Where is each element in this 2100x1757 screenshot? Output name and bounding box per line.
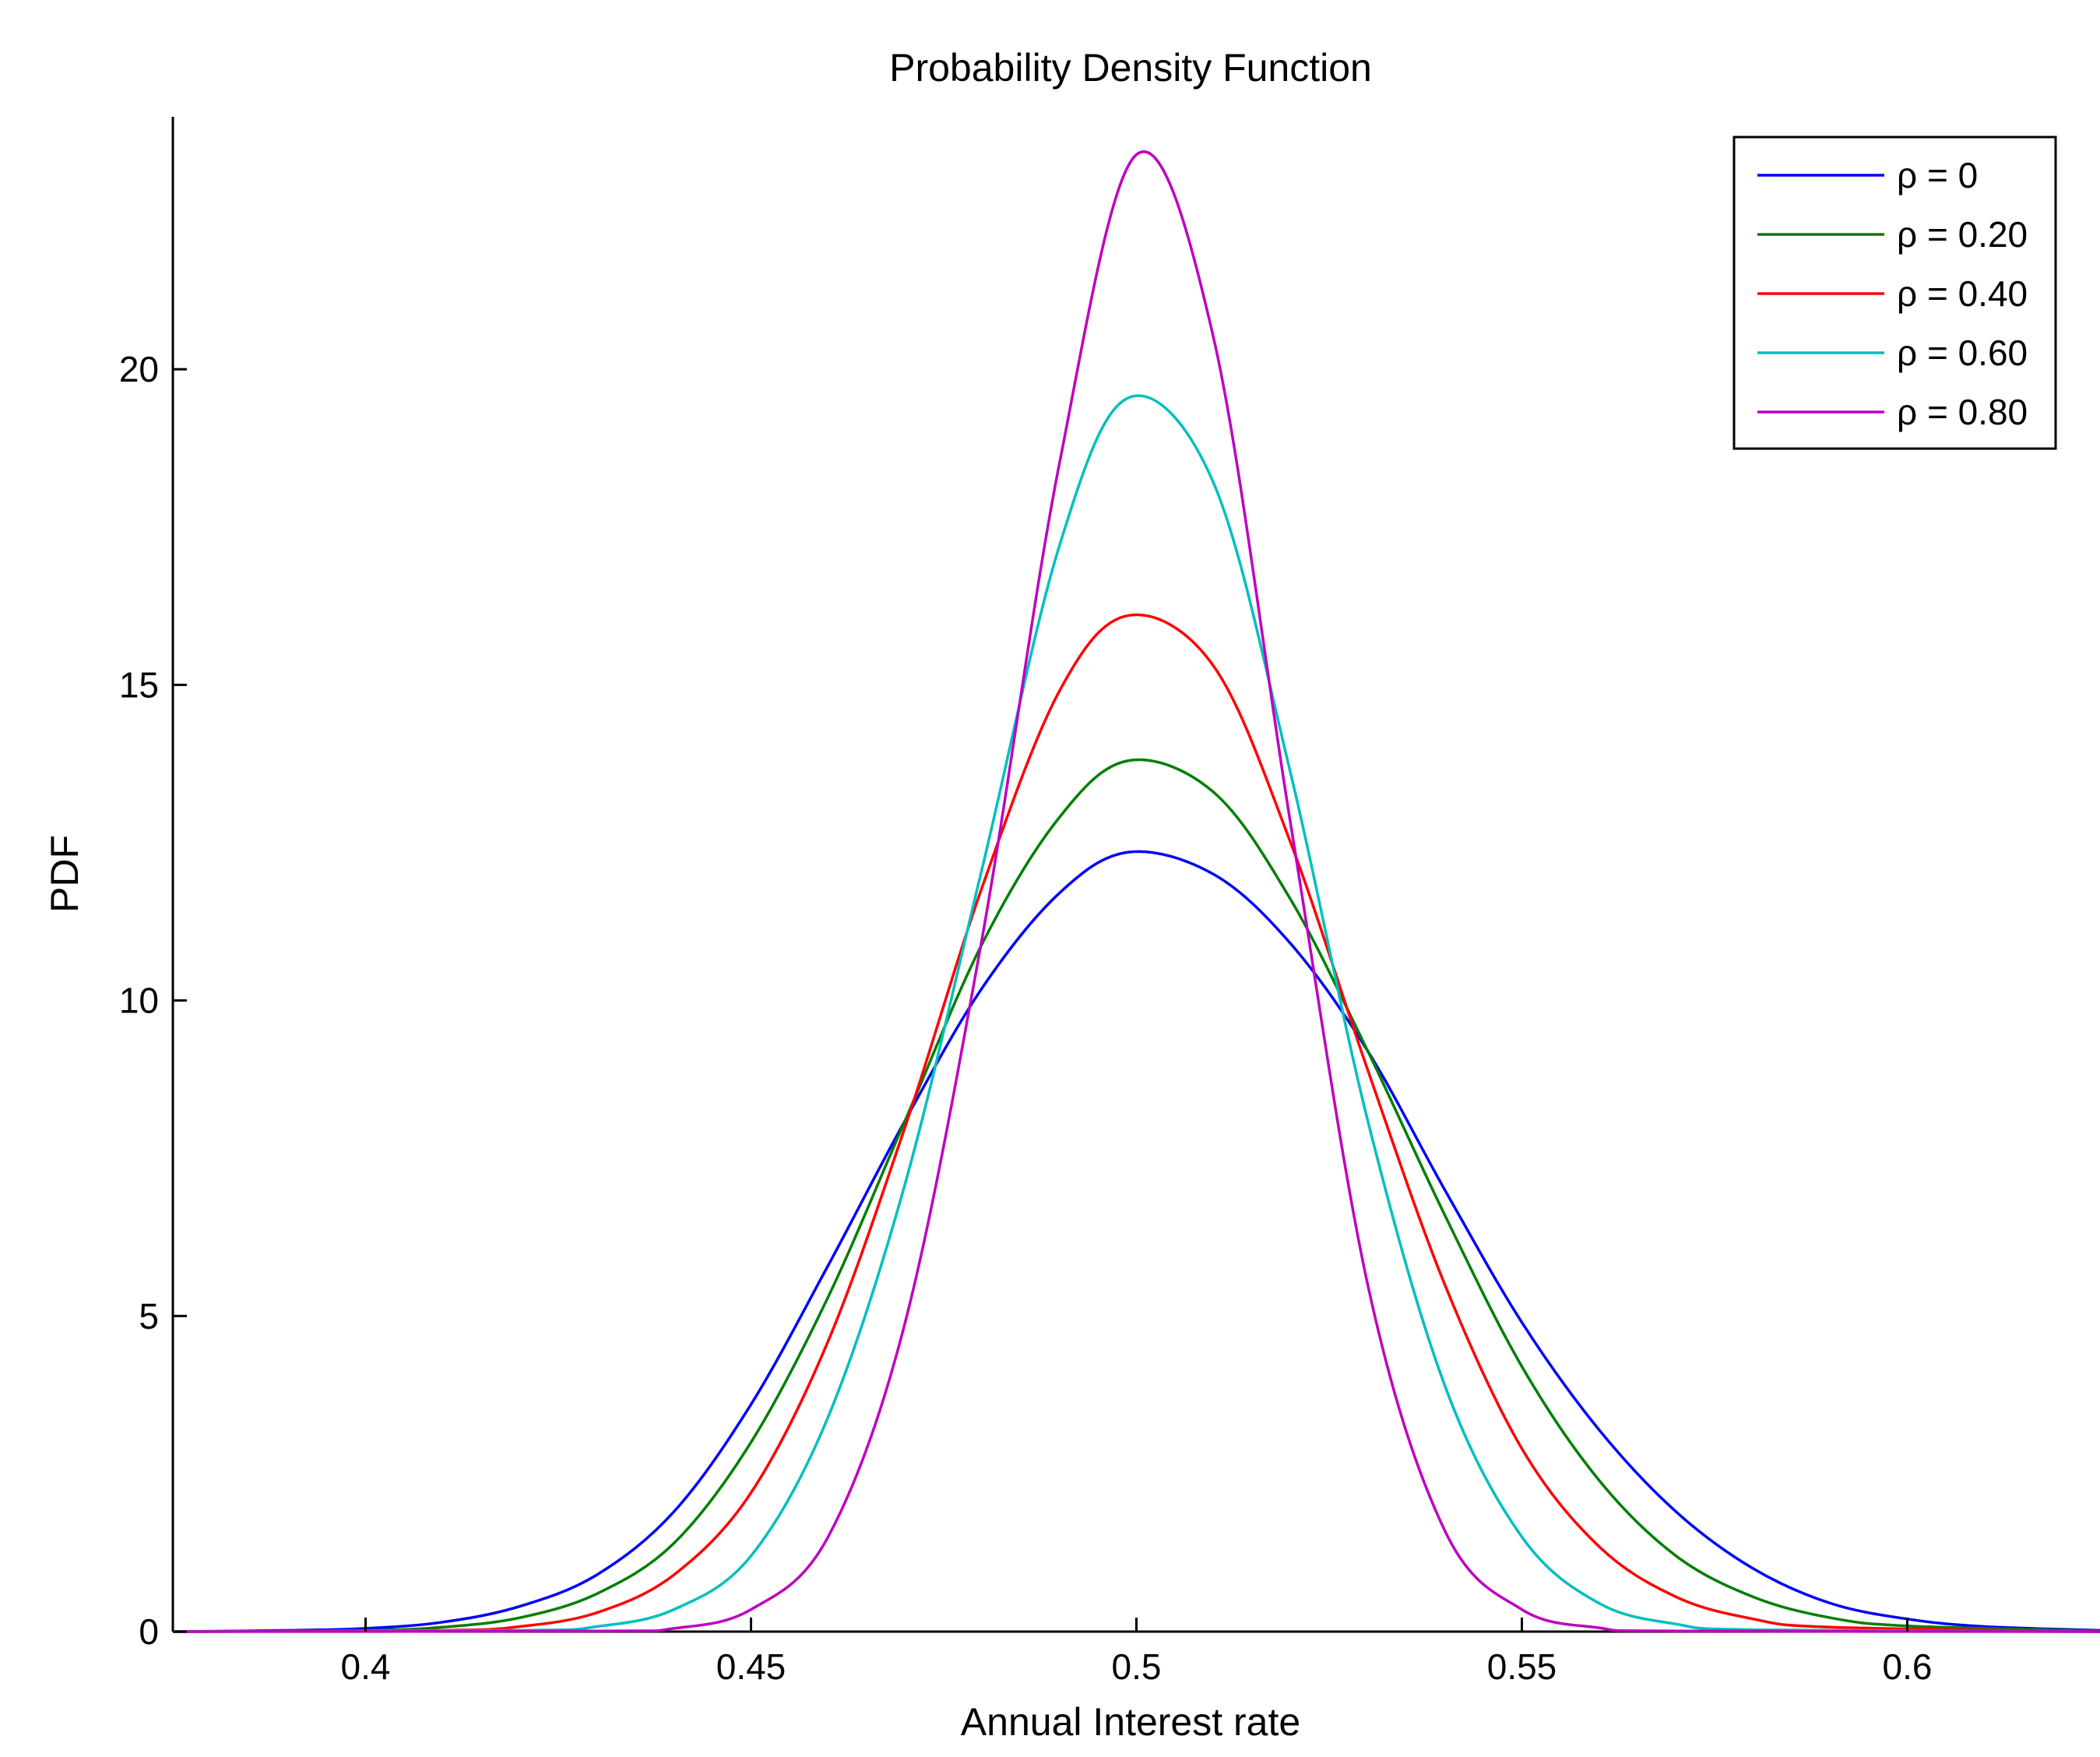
series-line-1 [172,850,2100,1633]
legend-label-2: ρ = 0.20 [1897,214,2028,255]
x-tick-label: 0.45 [716,1646,786,1687]
series-lines [172,150,2100,1633]
series-line-4 [172,394,2100,1633]
legend-label-5: ρ = 0.80 [1897,392,2028,432]
legend-label-4: ρ = 0.60 [1897,333,2028,373]
legend-label-1: ρ = 0 [1897,155,1978,195]
series-line-5 [172,150,2100,1633]
x-tick-label: 0.55 [1487,1646,1557,1687]
y-tick-label: 20 [119,349,159,389]
x-axis-title: Annual Interest rate [961,1700,1300,1744]
y-axis-title: PDF [43,835,86,913]
y-axis-ticks: 0 5 10 15 20 [119,349,187,1652]
chart-title: Probability Density Function [889,46,1372,90]
y-tick-label: 5 [139,1296,159,1336]
plot-area: 0.4 0.45 0.5 0.55 0.6 0 5 10 15 20 [119,117,2100,1687]
y-tick-label: 15 [119,664,159,705]
x-axis-ticks: 0.4 0.45 0.5 0.55 0.6 [341,1618,1933,1687]
x-tick-label: 0.5 [1112,1646,1162,1687]
legend-entries: ρ = 0 ρ = 0.20 ρ = 0.40 ρ = 0.60 ρ = 0.80 [1757,155,2028,432]
y-tick-label: 0 [139,1611,159,1652]
legend: ρ = 0 ρ = 0.20 ρ = 0.40 ρ = 0.60 ρ = 0.80 [1732,136,2057,450]
series-line-2 [172,758,2100,1633]
legend-label-3: ρ = 0.40 [1897,273,2028,314]
x-tick-label: 0.6 [1883,1646,1933,1687]
series-line-3 [172,613,2100,1633]
y-tick-label: 10 [119,981,159,1021]
x-tick-label: 0.4 [341,1646,391,1687]
